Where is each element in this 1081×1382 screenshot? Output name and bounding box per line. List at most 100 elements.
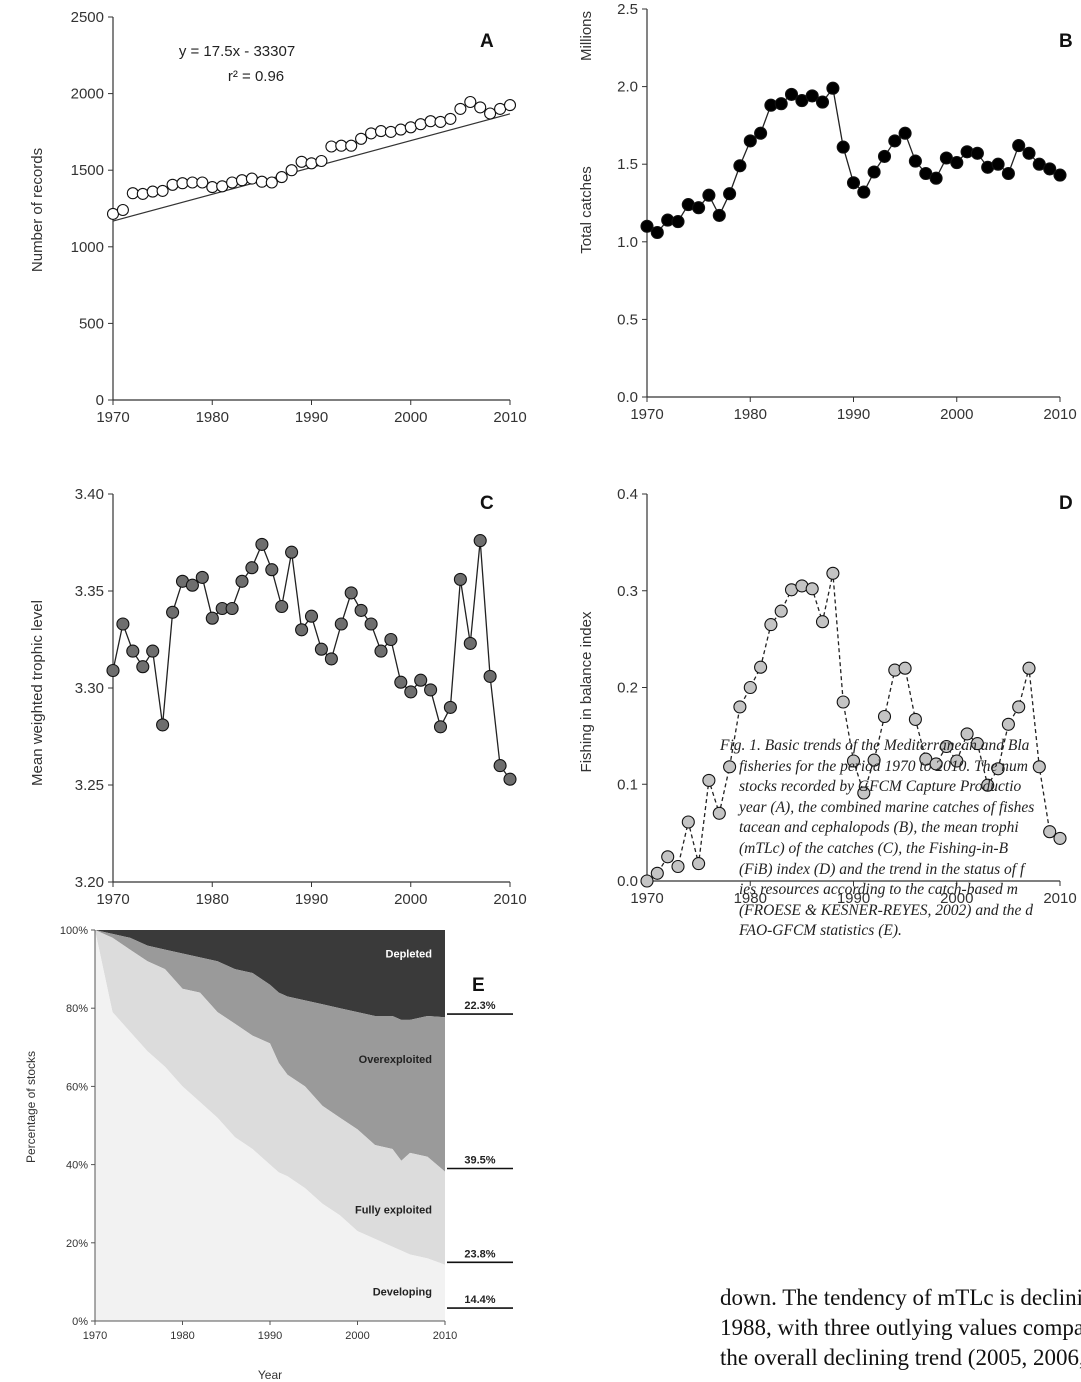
chart-d-data-point — [661, 850, 675, 864]
chart-c-data-point — [235, 574, 249, 588]
chart-b-data-point — [836, 140, 850, 154]
chart-a-data-point — [186, 176, 199, 189]
chart-b-data-point — [1022, 146, 1036, 160]
chart-a-data-point — [424, 115, 437, 128]
chart-a-data-point — [206, 181, 219, 194]
chart-d-xtick-label: 1990 — [837, 890, 870, 907]
chart-a-data-point — [365, 127, 378, 140]
chart-d-data-point — [692, 857, 706, 871]
chart-c-ytick-label: 3.35 — [75, 583, 104, 600]
chart-a-data-point — [245, 172, 258, 185]
chart-a-r2: r² = 0.96 — [228, 68, 284, 85]
chart-a-data-point — [404, 121, 417, 134]
chart-a-data-point — [285, 164, 298, 177]
chart-a-data-point — [126, 187, 139, 200]
chart-e-series-labels: Developing Fully exploited Overexploited De… — [355, 948, 432, 1298]
chart-b-data-point — [774, 97, 788, 111]
chart-c-line — [112, 540, 511, 780]
chart-b-data-point — [671, 215, 685, 229]
chart-e-series-label: Depleted — [386, 948, 432, 960]
chart-b-data-point — [805, 89, 819, 103]
chart-b-xtick-label: 1970 — [630, 406, 663, 423]
chart-e-area-fully-exploited — [95, 930, 445, 1265]
chart-e-ylabel: Percentage of stocks — [24, 1051, 38, 1163]
chart-e-ytick-label: 80% — [66, 1003, 88, 1015]
chart-c-data-point — [374, 644, 388, 658]
chart-c-data-point — [344, 586, 358, 600]
chart-c-data-point — [314, 642, 328, 656]
chart-a-data-point — [394, 123, 407, 136]
chart-b-xtick-label: 2000 — [940, 406, 973, 423]
chart-a-data-point — [196, 176, 209, 189]
chart-e-ytick-label: 0% — [72, 1316, 88, 1328]
chart-b-data-point — [846, 176, 861, 190]
chart-e-series-label: Developing — [373, 1287, 432, 1299]
chart-d-points — [640, 566, 1067, 888]
body-line: 1988, with three outlying values compar — [720, 1315, 1081, 1340]
chart-c-data-point — [166, 605, 180, 619]
caption-line: FAO-GFCM statistics (E). — [739, 922, 902, 940]
chart-b-xtick-label: 2010 — [1043, 406, 1076, 423]
chart-a-ytick-label: 2000 — [71, 86, 104, 103]
chart-d-data-point — [826, 566, 840, 580]
chart-a-data-point — [275, 171, 288, 184]
caption-line: stocks recorded by GFCM Capture Producti… — [739, 778, 1022, 796]
chart-d-data-point — [898, 661, 912, 675]
chart-e-areas — [95, 930, 445, 1321]
chart-d-data-point — [1012, 700, 1026, 714]
chart-d-data-point — [867, 753, 881, 767]
chart-b-data-point — [888, 134, 902, 148]
chart-b: 0.0 0.5 1.0 1.5 2.0 2.5 1970 1980 1990 2000 2010 T… — [578, 1, 1077, 423]
chart-d-data-point — [681, 815, 695, 829]
chart-e-end-value: 39.5% — [464, 1155, 495, 1167]
chart-d-ytick-label: 0.2 — [617, 680, 638, 697]
chart-c-data-point — [126, 644, 140, 658]
chart-a-data-point — [106, 207, 120, 220]
chart-c-data-point — [334, 617, 348, 631]
chart-c-data-point — [503, 772, 517, 786]
chart-a-data-point — [414, 118, 427, 131]
chart-a-data-point — [315, 154, 328, 168]
chart-a-axes: 0 500 1000 1500 2000 2500 1970 1980 1990 2000 2010 — [71, 9, 527, 426]
chart-c-data-point — [483, 669, 497, 683]
chart-b-data-point — [898, 126, 912, 140]
chart-c-data-point — [146, 644, 160, 658]
chart-a-ytick-label: 1500 — [71, 162, 104, 179]
chart-b-ytick-label: 0.0 — [617, 389, 638, 406]
chart-a-data-point — [146, 185, 159, 198]
chart-b-data-point — [826, 81, 840, 95]
chart-c-data-point — [424, 683, 438, 697]
chart-b-panel-letter: B — [1059, 31, 1073, 52]
chart-c-data-point — [433, 720, 448, 734]
chart-c-data-point — [205, 611, 219, 625]
chart-e-xtick-label: 2010 — [433, 1330, 457, 1342]
chart-d-data-point — [764, 618, 778, 632]
chart-b-data-point — [815, 95, 830, 109]
chart-d-ylabel: Fishing in balance index — [578, 611, 595, 772]
chart-a-xtick-label: 1990 — [295, 409, 328, 426]
chart-a-xtick-label: 2010 — [493, 409, 526, 426]
chart-c-data-point — [414, 673, 428, 687]
chart-d-panel-letter: D — [1059, 493, 1073, 514]
chart-d-data-point — [857, 786, 871, 800]
chart-e-series-label: Fully exploited — [355, 1204, 432, 1216]
chart-a-data-point — [454, 102, 467, 115]
chart-b-data-point — [867, 165, 881, 179]
chart-b-ytick-label: 1.5 — [617, 156, 638, 173]
chart-a-xtick-label: 2000 — [394, 409, 427, 426]
chart-a-data-point — [355, 132, 368, 145]
chart-e-area-overexploited — [95, 930, 445, 1172]
chart-c: 3.20 3.25 3.30 3.35 3.40 1970 1980 1990 2000 2010… — [29, 486, 527, 908]
caption-line: ies resources according to the catch-bas… — [739, 881, 1018, 899]
chart-e-ytick-label: 100% — [60, 925, 88, 937]
chart-d-data-point — [640, 874, 654, 888]
chart-a-ytick-label: 1000 — [71, 239, 104, 256]
chart-d-xtick-label: 2010 — [1043, 890, 1076, 907]
chart-d-data-point — [939, 739, 953, 754]
chart-c-data-point — [364, 617, 378, 631]
chart-d-data-point — [702, 773, 716, 787]
caption-line: (mTLc) of the catches (C), the Fishing-i… — [739, 839, 1009, 857]
chart-d-data-point — [733, 700, 747, 714]
chart-e-panel-letter: E — [472, 975, 485, 996]
chart-c-data-point — [463, 636, 477, 650]
